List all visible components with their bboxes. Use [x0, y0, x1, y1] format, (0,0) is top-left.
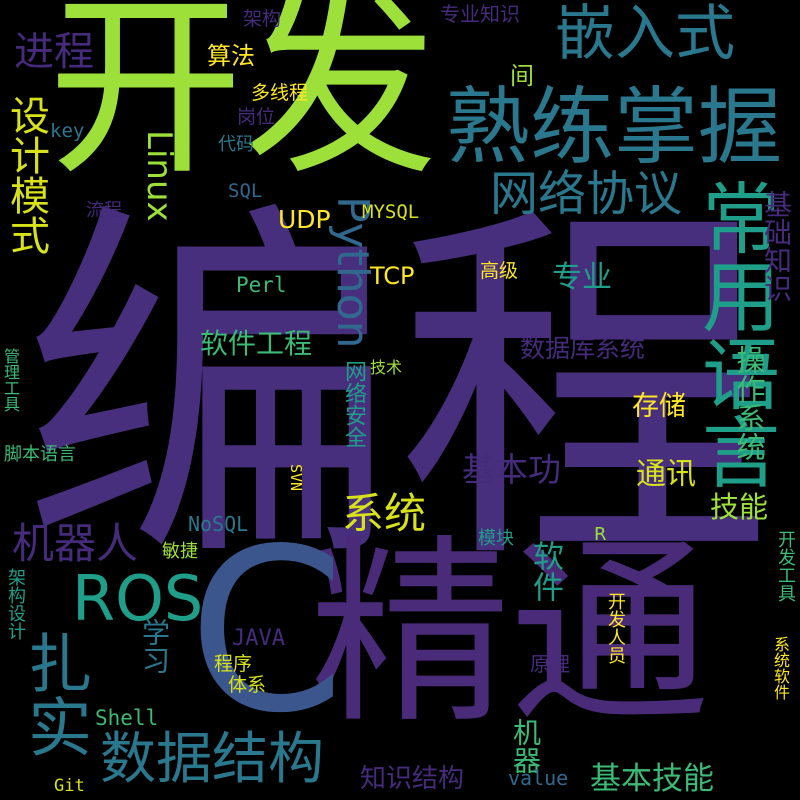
word-jiagousheji: 架构设计 [5, 568, 26, 640]
word-caozuoxitong: 操作系统 [732, 345, 766, 461]
word-sql: SQL [228, 180, 263, 202]
word-jichuzhishi: 基础知识 [760, 190, 793, 302]
word-liucheng: 流程 [86, 200, 122, 221]
word-kaifarenyuan: 开发人员 [605, 592, 626, 664]
word-c: C [188, 501, 346, 763]
word-shulianzhangwo: 熟练掌握 [446, 78, 783, 176]
word-jineng: 技能 [710, 490, 769, 524]
word-jiqiren: 机器人 [12, 519, 139, 568]
word-wangluoxieyi: 网络协议 [490, 166, 683, 222]
word-xitong: 系统 [342, 489, 427, 538]
word-jiaobenyuyan: 脚本语言 [4, 444, 76, 465]
word-minjie: 敏捷 [162, 541, 198, 562]
word-gaoji: 高级 [480, 260, 519, 282]
word-svn: SVN [287, 464, 305, 492]
word-linux: Linux [139, 130, 179, 222]
word-ruanjiangongcheng: 软件工程 [200, 327, 313, 360]
word-jian: 间 [510, 62, 534, 90]
word-jinhceng: 进程 [14, 29, 94, 75]
word-chengxu: 程序 [214, 653, 253, 675]
word-biancheng: 编程 [22, 174, 772, 610]
word-value: value [508, 766, 569, 790]
word-zhashi: 扎实 [17, 630, 91, 758]
word-tongxun: 通讯 [636, 457, 696, 492]
word-key: key [50, 120, 85, 142]
word-perl: Perl [236, 273, 287, 297]
word-duoxiancheng: 多线程 [251, 82, 309, 104]
word-tcp: TCP [370, 262, 415, 290]
word-python: Python [327, 196, 378, 349]
word-java: JAVA [232, 626, 285, 651]
word-yuanli: 原理 [530, 652, 570, 676]
word-zhuanyezhishi: 专业知识 [440, 2, 520, 26]
word-kaifagongju: 开发工具 [775, 530, 796, 602]
word-gangwei: 岗位 [237, 106, 276, 128]
word-suanfa: 算法 [207, 42, 255, 70]
word-jingtong: 精通 [310, 518, 711, 751]
word-ros: ROS [72, 562, 204, 635]
word-r: R [594, 524, 607, 545]
word-jibengong: 基本功 [462, 450, 561, 489]
word-zhuanye: 专业 [552, 260, 612, 295]
word-nosql: NoSQL [188, 512, 249, 536]
word-tixi: 体系 [228, 674, 267, 696]
word-qianrushi: 嵌入式 [555, 0, 735, 69]
word-guanligongju: 管理工具 [1, 348, 20, 412]
word-git: Git [54, 776, 85, 796]
word-kaifa: 开发 [48, 0, 438, 201]
word-shujujiegou: 数据结构 [100, 727, 324, 792]
word-mysql: MYSQL [362, 201, 420, 223]
word-jiqi: 机器 [509, 718, 542, 774]
word-zhishijiegou: 知识结构 [360, 764, 465, 794]
word-changyongyuyan: 常用语言 [689, 178, 779, 490]
word-xitongruanjian: 系统软件 [771, 636, 790, 700]
word-daima: 代码 [218, 134, 254, 155]
word-jibenjineng: 基本技能 [590, 761, 714, 797]
word-wangluoanquan: 网络安全 [341, 360, 366, 448]
word-shejimoshi: 设计模式 [3, 95, 49, 255]
word-ruanjian: 软件 [527, 540, 563, 602]
word-mokuai: 模块 [478, 528, 514, 549]
word-cunchu: 存储 [632, 391, 686, 422]
word-xuexi: 学习 [138, 618, 171, 674]
word-jishu: 技术 [370, 358, 403, 377]
word-jiagou: 架构 [243, 8, 282, 30]
word-udp: UDP [278, 205, 331, 234]
word-shujukuxitong: 数据库系统 [520, 334, 646, 363]
word-shell: Shell [95, 706, 159, 730]
